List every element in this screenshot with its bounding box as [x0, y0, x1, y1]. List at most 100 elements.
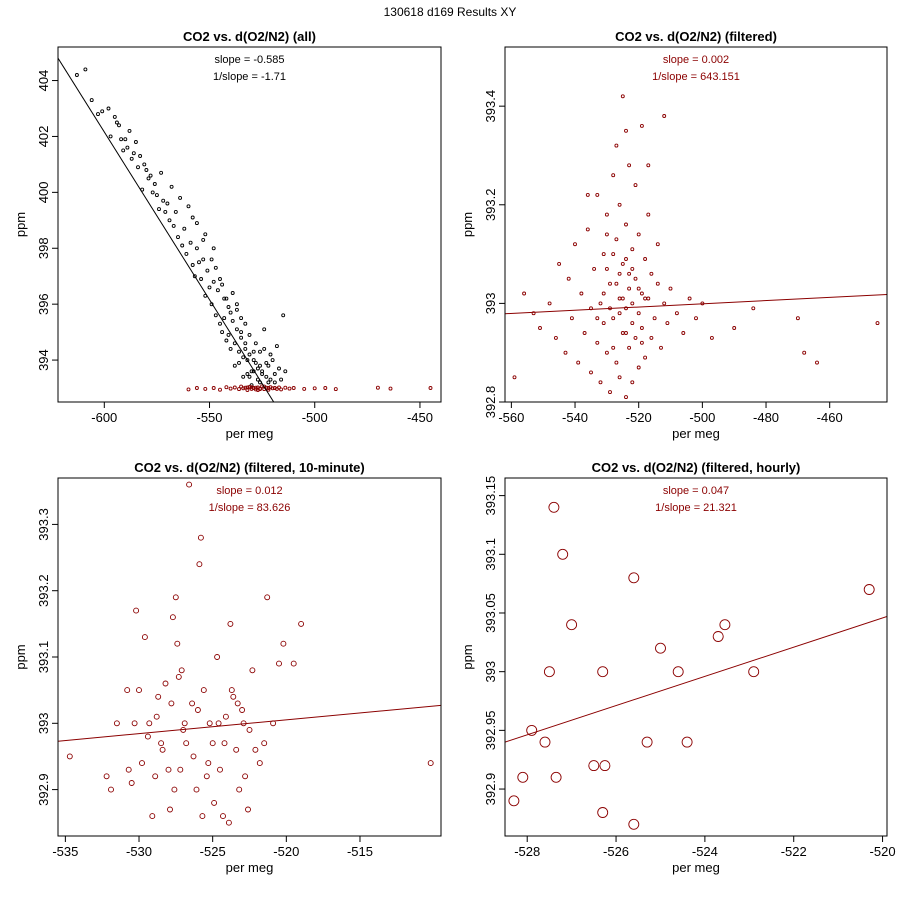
data-point-filtered [582, 331, 587, 335]
data-point-all [171, 223, 176, 228]
data-point-all [184, 251, 189, 256]
y-tick-label: 392.9 [36, 773, 51, 806]
data-point-all [169, 184, 174, 189]
data-point-filtered [194, 386, 199, 390]
data-point-all [125, 145, 130, 150]
data-point-all [239, 335, 244, 340]
data-point-all [108, 134, 113, 139]
data-point-filtered [709, 335, 714, 340]
data-point-filtered [280, 640, 287, 647]
data-point-filtered [526, 724, 538, 736]
data-point-filtered [620, 261, 625, 266]
data-point-filtered [220, 813, 226, 820]
data-point-filtered [646, 212, 651, 217]
data-point-all [237, 360, 241, 365]
data-point-filtered [614, 360, 619, 365]
data-point-filtered [428, 386, 433, 390]
data-point-filtered [604, 350, 609, 355]
data-point-filtered [617, 296, 622, 301]
x-tick-label: -524 [692, 844, 718, 859]
data-point-filtered [256, 760, 263, 767]
y-tick-label: 400 [36, 182, 51, 204]
y-tick-label: 402 [36, 126, 51, 148]
data-point-filtered [624, 222, 628, 227]
data-point-filtered [639, 326, 644, 330]
data-point-filtered [234, 700, 241, 707]
data-point-filtered [388, 386, 393, 391]
data-point-filtered [614, 143, 619, 148]
data-point-filtered [630, 247, 635, 252]
slope-annotation: 1/slope = -1.71 [213, 71, 286, 83]
y-tick-label: 393 [483, 293, 498, 315]
slope-annotation: slope = 0.012 [216, 485, 282, 497]
data-point-filtered [252, 746, 259, 753]
data-point-filtered [522, 291, 527, 296]
data-point-filtered [228, 386, 233, 391]
data-point-filtered [197, 534, 204, 541]
data-point-all [112, 114, 117, 119]
data-point-filtered [643, 296, 648, 301]
data-point-filtered [312, 386, 317, 391]
data-point-filtered [662, 301, 667, 306]
x-tick-label: -525 [200, 844, 226, 859]
data-point-filtered [167, 806, 173, 813]
data-point-all [190, 215, 195, 220]
panel-title: CO2 vs. d(O2/N2) (filtered, hourly) [592, 460, 801, 475]
data-point-filtered [189, 700, 196, 707]
data-point-filtered [668, 286, 673, 291]
data-point-filtered [802, 350, 807, 355]
data-point-filtered [627, 271, 632, 276]
data-point-filtered [795, 316, 800, 321]
data-point-filtered [624, 257, 628, 261]
data-point-filtered [241, 386, 246, 391]
y-axis-label: ppm [460, 644, 475, 669]
data-point-filtered [815, 360, 819, 365]
data-point-filtered [617, 271, 622, 276]
data-point-filtered [614, 281, 619, 286]
data-point-filtered [681, 736, 693, 748]
data-point-filtered [203, 386, 208, 391]
data-point-filtered [624, 306, 628, 311]
data-point-all [150, 190, 155, 195]
data-point-all [239, 316, 244, 321]
data-point-filtered [298, 620, 305, 627]
data-point-filtered [627, 286, 632, 291]
data-point-filtered [277, 385, 281, 390]
data-point-all [211, 279, 216, 284]
data-point-filtered [206, 720, 213, 727]
y-axis-label: ppm [13, 212, 28, 237]
x-axis-label: per meg [672, 860, 720, 875]
data-point-filtered [566, 276, 571, 281]
data-point-filtered [262, 384, 267, 389]
panel-1: CO2 vs. d(O2/N2) (all) -600 -550 -500 -450 39… [13, 29, 442, 441]
data-point-all [106, 106, 111, 111]
data-point-filtered [146, 720, 153, 727]
data-point-all [117, 123, 121, 128]
data-point-filtered [614, 237, 619, 242]
data-point-filtered [579, 291, 584, 296]
data-point-filtered [237, 387, 241, 392]
y-tick-label: 392.8 [483, 386, 498, 419]
data-point-filtered [172, 594, 179, 601]
data-point-filtered [194, 707, 201, 713]
data-point-filtered [171, 786, 178, 793]
x-axis-label: per meg [226, 860, 274, 875]
x-tick-label: -450 [407, 410, 433, 425]
data-point-all [190, 263, 195, 267]
x-tick-label: -530 [126, 844, 152, 859]
data-point-filtered [681, 331, 686, 335]
data-point-all [258, 349, 262, 354]
data-point-all [96, 112, 100, 117]
data-point-filtered [624, 128, 628, 133]
data-point-all [222, 316, 227, 321]
data-point-all [249, 369, 254, 374]
data-point-all [266, 380, 271, 385]
data-point-all [142, 162, 147, 167]
plot-frame [504, 477, 888, 837]
data-point-filtered [592, 266, 597, 271]
data-point-all [258, 363, 262, 368]
data-point-filtered [233, 746, 240, 753]
data-point-filtered [604, 212, 609, 217]
x-tick-label: -515 [347, 844, 373, 859]
